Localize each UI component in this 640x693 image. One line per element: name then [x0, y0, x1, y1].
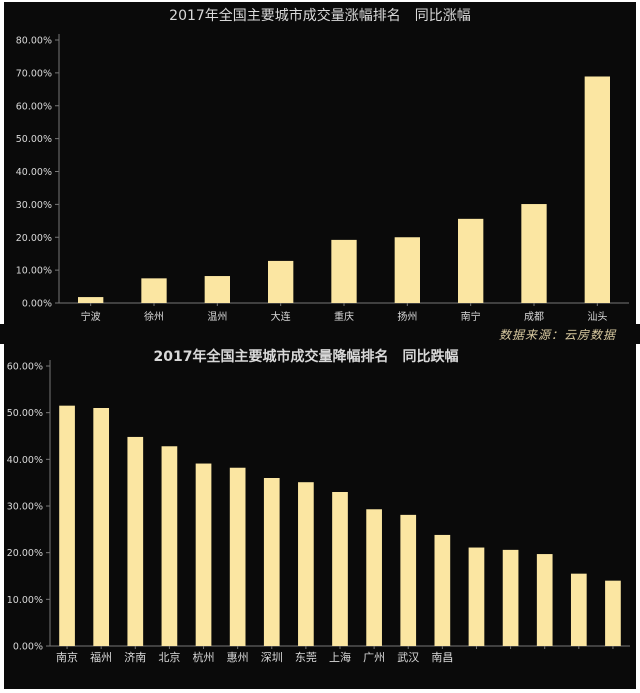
rise-bar [78, 297, 104, 303]
source-note: 数据来源：云房数据 [498, 328, 616, 342]
decline-y-tick-label: 60.00% [7, 362, 43, 373]
decline-category-label: 惠州 [227, 650, 249, 664]
decline-bar [161, 446, 178, 646]
decline-y-tick-label: 40.00% [7, 455, 43, 466]
source-note-bar: 数据来源：云房数据 [0, 324, 640, 344]
decline-bar [468, 547, 485, 646]
rise-chart-title: 2017年全国主要城市成交量涨幅排名 同比涨幅 [169, 7, 471, 24]
decline-chart-title: 2017年全国主要城市成交量降幅排名 同比跌幅 [154, 348, 459, 365]
decline-bar [570, 573, 587, 646]
decline-y-tick-label: 20.00% [7, 548, 43, 559]
decline-category-label: 武汉 [397, 651, 419, 664]
rise-category-label: 南宁 [461, 310, 481, 323]
rise-category-label: 成都 [524, 311, 544, 323]
decline-y-tick-label: 0.00% [13, 642, 43, 653]
rise-bar [458, 218, 484, 303]
decline-bar [434, 534, 451, 646]
rise-category-label: 徐州 [144, 310, 164, 323]
decline-bar [605, 580, 621, 646]
rise-category-label: 汕头 [587, 311, 607, 323]
rise-bar [394, 237, 420, 303]
rise-y-tick-label: 0.00% [22, 299, 52, 310]
decline-bar [263, 478, 280, 646]
decline-y-tick-label: 50.00% [7, 408, 43, 419]
rise-y-tick-label: 30.00% [16, 200, 52, 211]
rise-y-tick-label: 10.00% [16, 266, 52, 277]
decline-category-label: 南京 [56, 650, 78, 664]
decline-category-label: 广州 [363, 651, 385, 664]
decline-category-label: 东莞 [295, 651, 317, 664]
decline-category-label: 上海 [329, 650, 351, 664]
rise-y-tick-label: 20.00% [16, 233, 52, 244]
rise-bar [331, 239, 357, 303]
decline-bar [127, 436, 144, 646]
decline-bar [536, 554, 553, 646]
rise-chart: 2017年全国主要城市成交量涨幅排名 同比涨幅 0.00% 10.00% 20.00%… [16, 7, 629, 323]
decline-category-label: 济南 [124, 650, 146, 664]
rise-y-tick-label: 60.00% [16, 101, 52, 112]
rise-category-label: 大连 [271, 310, 291, 323]
decline-bar [400, 514, 417, 646]
decline-bar [59, 405, 75, 646]
rise-bar [521, 204, 547, 303]
decline-bar [298, 482, 314, 646]
rise-y-tick-label: 50.00% [16, 134, 52, 145]
decline-y-tick-label: 10.00% [7, 595, 43, 606]
rise-bar [268, 260, 294, 303]
decline-category-label: 杭州 [193, 650, 215, 664]
rise-bar [204, 276, 230, 303]
decline-y-tick-label: 30.00% [7, 502, 43, 513]
rise-category-label: 重庆 [334, 310, 354, 323]
rise-chart-panel: 2017年全国主要城市成交量涨幅排名 同比涨幅 0.00% 10.00% 20.00%… [4, 2, 636, 324]
decline-chart-panel: 2017年全国主要城市成交量降幅排名 同比跌幅 0.00% 10.00% 20.00%… [4, 344, 636, 689]
rise-bar [141, 278, 167, 303]
decline-bar [93, 408, 110, 646]
rise-category-label: 温州 [207, 311, 227, 323]
rise-y-tick-label: 70.00% [16, 68, 52, 79]
rise-y-tick-label: 40.00% [16, 167, 52, 178]
decline-bar [229, 467, 246, 646]
decline-bar [502, 549, 519, 646]
decline-category-label: 北京 [158, 650, 180, 664]
decline-chart: 2017年全国主要城市成交量降幅排名 同比跌幅 0.00% 10.00% 20.00%… [7, 348, 630, 664]
rise-bar [584, 76, 610, 304]
decline-category-label: 南昌 [431, 651, 453, 664]
decline-bar [366, 509, 382, 646]
decline-category-label: 福州 [90, 650, 112, 664]
rise-category-label: 宁波 [81, 310, 101, 323]
decline-bar [195, 463, 212, 646]
decline-category-label: 深圳 [261, 651, 283, 664]
rise-category-label: 扬州 [397, 310, 417, 323]
rise-y-tick-label: 80.00% [16, 36, 52, 47]
decline-bar [332, 492, 348, 646]
